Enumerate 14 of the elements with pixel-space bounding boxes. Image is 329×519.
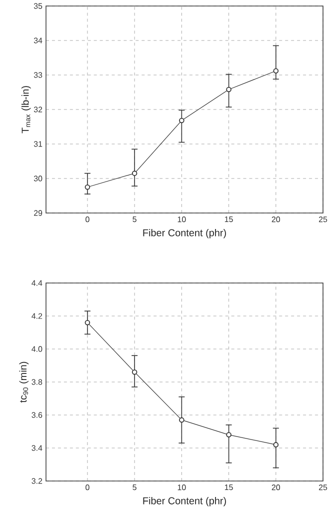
x-axis-title: Fiber Content (phr)	[143, 497, 226, 506]
y-axis-title: T$_{max}$ (lb-in)	[21, 86, 31, 134]
point	[226, 432, 232, 438]
point	[179, 118, 184, 124]
point	[226, 86, 232, 92]
y-axis-title: tc$_{90}$ (min)	[19, 362, 29, 403]
point	[179, 417, 184, 423]
point	[84, 184, 90, 190]
x-axis-title: Fiber Content (phr)	[143, 229, 226, 238]
point	[273, 442, 279, 448]
point	[84, 320, 90, 326]
point	[132, 369, 138, 375]
point	[273, 68, 279, 74]
point	[132, 170, 138, 176]
